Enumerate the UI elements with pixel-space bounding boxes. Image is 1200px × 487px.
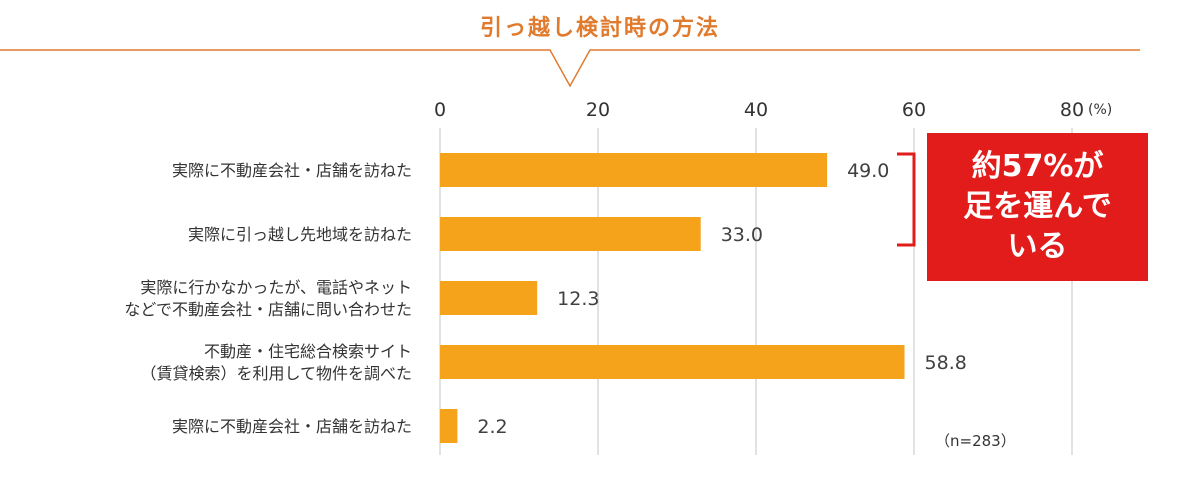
chart-title: 引っ越し検討時の方法 <box>479 16 720 41</box>
x-tick-label: 0 <box>434 99 446 121</box>
data-label: 58.8 <box>925 352 967 374</box>
x-axis-ticks: 0 20 40 60 80 (%) <box>434 99 1112 121</box>
bar <box>440 409 458 443</box>
data-label: 49.0 <box>847 160 889 182</box>
category-label: 実際に行かなかったが、電話やネットなどで不動産会社・店舗に問い合わせた <box>124 278 412 319</box>
x-axis-unit: (%) <box>1088 102 1112 118</box>
bracket-annotation <box>897 152 916 247</box>
title-separator <box>0 49 1140 88</box>
category-label: 不動産・住宅総合検索サイト（賃貸検索）を利用して物件を調べた <box>140 342 412 383</box>
x-tick-label: 20 <box>586 99 610 121</box>
bar <box>440 217 701 251</box>
bar <box>440 345 905 379</box>
bar <box>440 281 538 315</box>
annotation-callout: 約57%が 足を運んで いる <box>927 133 1148 281</box>
category-labels: 実際に不動産会社・店舗を訪ねた実際に引っ越し先地域を訪ねた実際に行かなかったが、… <box>124 161 412 436</box>
category-label: 実際に不動産会社・店舗を訪ねた <box>172 417 412 436</box>
bars <box>440 153 905 443</box>
x-tick-label: 40 <box>744 99 768 121</box>
category-label: 実際に不動産会社・店舗を訪ねた <box>172 161 412 180</box>
data-label: 12.3 <box>557 288 599 310</box>
value-labels: 49.0 33.0 12.3 58.8 2.2 <box>477 160 966 438</box>
category-label: 実際に引っ越し先地域を訪ねた <box>188 225 412 244</box>
data-label: 33.0 <box>721 224 763 246</box>
sample-size-note: （n=283） <box>935 432 1016 450</box>
x-tick-label: 60 <box>902 99 926 121</box>
bar <box>440 153 828 187</box>
data-label: 2.2 <box>477 416 507 438</box>
x-tick-label: 80 <box>1060 99 1084 121</box>
